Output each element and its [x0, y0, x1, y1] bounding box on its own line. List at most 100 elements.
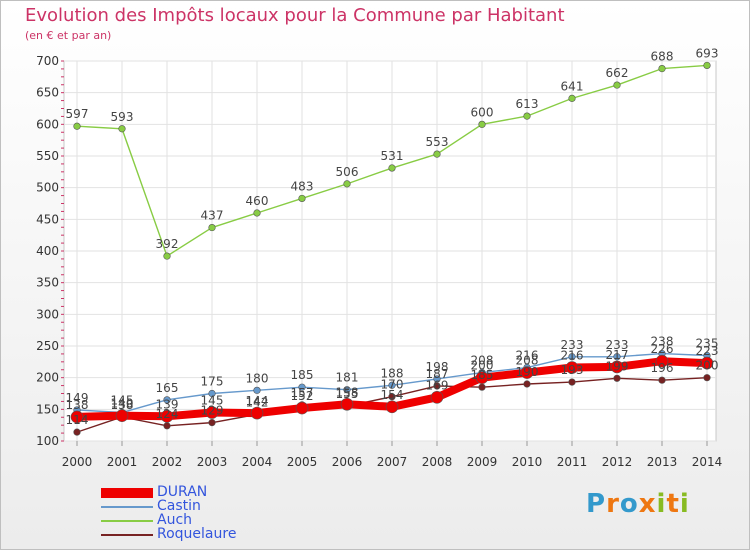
data-label-castin: 188 [381, 366, 404, 380]
x-axis: 2000 2001 2002 2003 2004 2005 2006 2007 2008 2009… [62, 441, 722, 469]
series-layer [70, 61, 714, 436]
data-point-castin [613, 353, 621, 361]
data-label-auch: 688 [651, 50, 674, 64]
legend-label: Roquelaure [157, 526, 237, 542]
data-point-duran [205, 406, 219, 419]
data-label-castin: 238 [651, 335, 674, 349]
data-label-duran: 200 [471, 359, 494, 373]
data-point-auch [118, 125, 126, 133]
data-label-duran: 152 [291, 389, 314, 403]
chart-subtitle: (en € et par an) [25, 29, 112, 42]
data-label-roquelaure: 129 [201, 404, 224, 418]
data-label-roquelaure: 114 [66, 413, 89, 427]
data-label-duran: 140 [111, 397, 134, 411]
data-label-roquelaure: 185 [471, 368, 494, 382]
data-label-roquelaure: 157 [291, 386, 314, 400]
data-label-duran: 217 [606, 348, 629, 362]
data-point-auch [433, 150, 441, 158]
grid-lines [64, 60, 716, 442]
data-label-roquelaure: 155 [336, 387, 359, 401]
logo-letter: x [638, 489, 657, 519]
data-label-duran: 169 [426, 378, 449, 392]
data-label-auch: 531 [381, 149, 404, 163]
data-label-auch: 693 [696, 46, 719, 60]
data-point-auch [208, 223, 216, 232]
logo-letter: r [606, 489, 620, 519]
legend-label: DURAN [157, 484, 208, 500]
x-tick-label: 2006 [332, 455, 363, 469]
y-axis: 100 150 200 250 300 350 400 450 500 550 600 650 700 [36, 54, 64, 448]
data-point-duran [520, 366, 534, 379]
data-labels: 597 593 392 437 460 483 506 531 553 600 613 641 662 6… [66, 46, 719, 427]
data-label-auch: 593 [111, 110, 134, 124]
data-point-auch [568, 94, 576, 102]
data-point-duran [250, 406, 264, 420]
data-label-duran: 223 [696, 344, 719, 358]
data-label-duran: 226 [651, 342, 674, 356]
data-label-auch: 600 [471, 105, 494, 119]
data-label-auch: 597 [66, 107, 89, 121]
x-tick-label: 2012 [602, 455, 633, 469]
data-point-roquelaure [208, 419, 216, 427]
data-point-castin [568, 353, 576, 361]
data-label-castin: 165 [156, 381, 179, 395]
y-tick-label: 650 [36, 86, 59, 100]
y-tick-label: 550 [36, 149, 59, 163]
data-label-duran: 144 [246, 394, 269, 408]
data-point-duran [430, 390, 444, 404]
data-point-duran [655, 354, 669, 368]
data-label-auch: 392 [156, 237, 179, 251]
data-point-roquelaure [388, 393, 396, 401]
data-label-castin: 208 [471, 354, 494, 368]
y-tick-label: 200 [36, 371, 59, 385]
data-label-roquelaure: 124 [156, 407, 179, 421]
x-tick-label: 2004 [242, 455, 273, 469]
data-point-castin [298, 383, 306, 391]
logo-letter: i [679, 489, 690, 519]
x-tick-label: 2003 [197, 455, 228, 469]
legend-label: Castin [157, 498, 201, 514]
data-point-castin [253, 386, 261, 394]
data-label-castin: 235 [696, 337, 719, 351]
data-point-roquelaure [613, 374, 621, 382]
data-point-auch [523, 112, 531, 120]
data-point-duran [385, 400, 399, 414]
data-label-castin: 145 [111, 394, 134, 408]
data-label-roquelaure: 200 [696, 359, 719, 373]
data-point-auch [343, 180, 351, 188]
data-point-duran [610, 360, 624, 374]
data-label-castin: 233 [606, 338, 629, 352]
legend-swatch [101, 534, 153, 536]
y-tick-label: 600 [36, 117, 59, 131]
data-point-duran [475, 371, 489, 384]
data-point-auch [613, 81, 621, 89]
data-point-roquelaure [568, 378, 576, 386]
data-point-duran [160, 409, 174, 423]
data-point-castin [208, 389, 216, 398]
data-point-duran [340, 397, 354, 411]
data-label-castin: 233 [561, 338, 584, 352]
legend-swatch [101, 520, 153, 522]
data-label-auch: 437 [201, 209, 224, 223]
y-tick-label: 400 [36, 244, 59, 258]
data-label-castin: 180 [246, 371, 269, 385]
data-point-roquelaure [703, 374, 711, 382]
data-label-roquelaure: 196 [651, 361, 674, 375]
data-point-duran [565, 361, 579, 374]
data-point-auch [253, 209, 261, 217]
data-point-auch [298, 194, 306, 203]
x-tick-label: 2001 [107, 455, 138, 469]
data-point-auch [73, 122, 81, 130]
data-label-castin: 198 [426, 360, 449, 374]
data-label-castin: 149 [66, 391, 89, 405]
data-label-auch: 613 [516, 97, 539, 111]
data-label-roquelaure: 193 [561, 363, 584, 377]
logo-letter: o [619, 489, 639, 519]
logo-letter: i [656, 489, 667, 519]
data-label-roquelaure: 142 [246, 395, 269, 409]
data-point-castin [388, 381, 396, 389]
logo-letter: t [666, 489, 680, 519]
x-tick-label: 2011 [557, 455, 588, 469]
x-tick-label: 2008 [422, 455, 453, 469]
data-label-duran: 145 [201, 394, 224, 408]
